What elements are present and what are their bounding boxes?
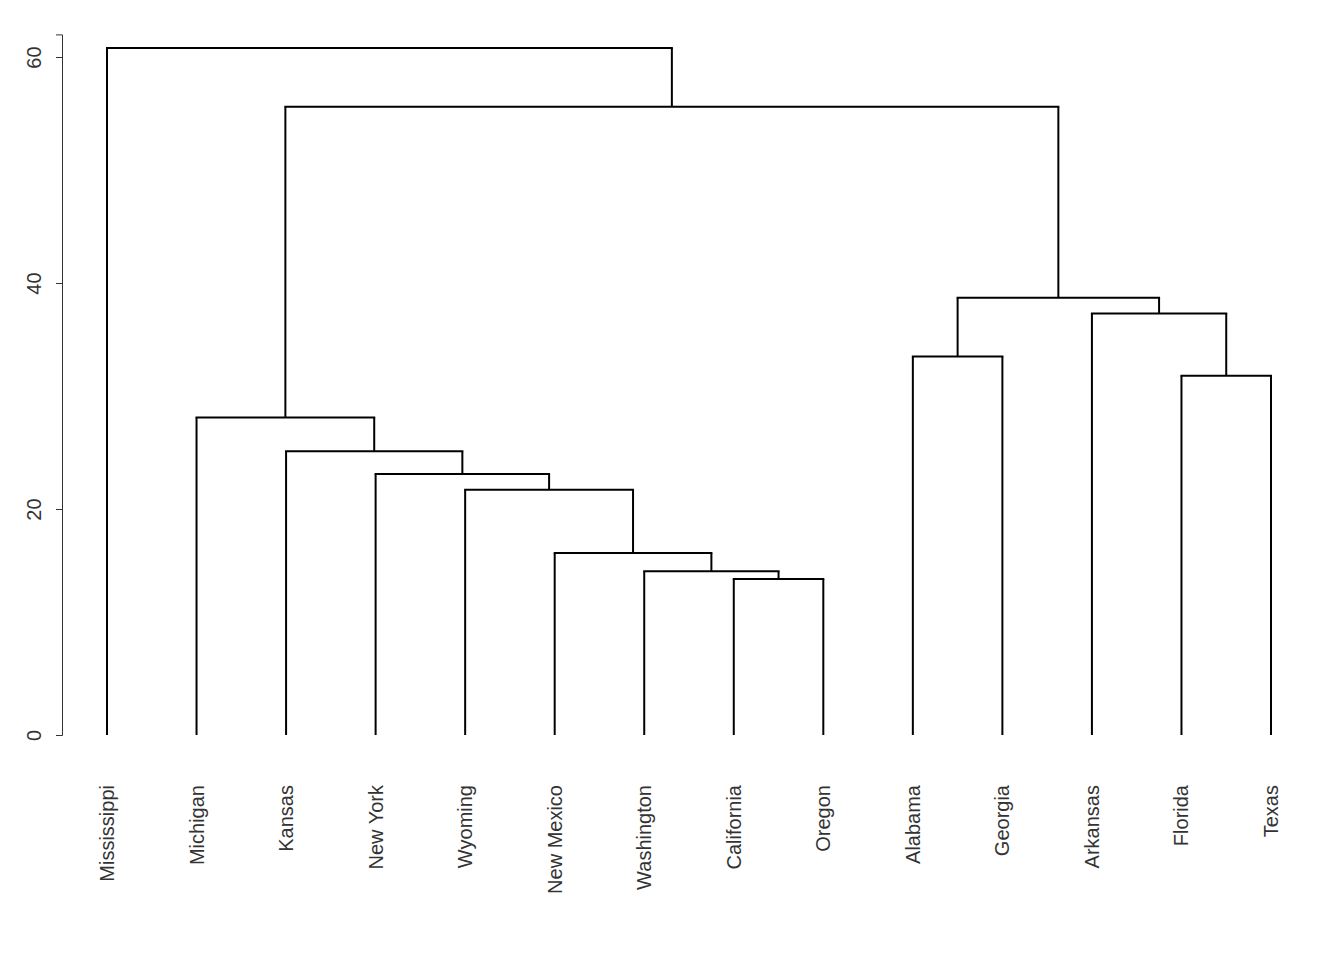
dendrogram-branch xyxy=(643,571,645,735)
y-tick-label: 40 xyxy=(23,272,45,294)
y-axis-line xyxy=(56,35,63,736)
dendrogram-branch xyxy=(671,48,673,107)
dendrogram-branch xyxy=(461,451,463,474)
dendrogram-branch xyxy=(1001,356,1003,735)
dendrogram-branch xyxy=(373,417,375,451)
leaf-label: Oregon xyxy=(812,785,834,852)
chart: Mississippi Michigan Kansas New York Wyoming… xyxy=(0,0,1344,960)
leaf-label: Florida xyxy=(1170,784,1192,846)
dendrogram-branch xyxy=(106,48,108,735)
leaf-label: New Mexico xyxy=(544,785,566,894)
leaf-label: Michigan xyxy=(186,785,208,865)
dendrogram-links xyxy=(107,48,1271,735)
leaf-label: Georgia xyxy=(991,784,1013,856)
y-tick-label: 0 xyxy=(23,730,45,741)
y-tick: 60 xyxy=(23,46,62,68)
leaf-label: California xyxy=(723,784,745,869)
y-tick-mark xyxy=(56,283,62,284)
y-tick: 0 xyxy=(23,730,62,741)
dendrogram-branch xyxy=(822,579,824,735)
y-tick-mark xyxy=(56,509,62,510)
dendrogram-branch xyxy=(196,417,198,735)
dendrogram-branch xyxy=(710,553,712,571)
dendrogram-merge xyxy=(107,47,672,49)
dendrogram-branch xyxy=(464,490,466,735)
leaf-label: Mississippi xyxy=(96,785,118,882)
dendrogram-branch xyxy=(1225,314,1227,376)
y-axis: 0 20 40 60 xyxy=(23,35,63,741)
leaf-labels: Mississippi Michigan Kansas New York Wyoming… xyxy=(96,784,1282,894)
dendrogram-branch xyxy=(554,553,556,735)
leaf-label: New York xyxy=(365,784,387,869)
y-tick-label: 20 xyxy=(23,498,45,520)
y-tick-label: 60 xyxy=(23,46,45,68)
leaf-label: Washington xyxy=(633,785,655,890)
dendrogram-branch xyxy=(284,107,286,418)
leaf-label: Alabama xyxy=(902,784,924,864)
dendrogram-branch xyxy=(912,356,914,735)
dendrogram-branch xyxy=(548,474,550,490)
dendrogram-branch xyxy=(632,490,634,553)
dendrogram-branch xyxy=(1180,376,1182,735)
leaf-label: Texas xyxy=(1260,785,1282,837)
y-tick: 20 xyxy=(23,498,62,520)
dendrogram-branch xyxy=(1091,314,1093,735)
leaf-label: Wyoming xyxy=(454,785,476,868)
y-tick-mark xyxy=(56,57,62,58)
dendrogram-branch xyxy=(1270,376,1272,735)
leaf-label: Arkansas xyxy=(1081,785,1103,868)
dendrogram-branch xyxy=(1158,298,1160,314)
dendrogram-branch xyxy=(375,474,377,735)
dendrogram-branch xyxy=(957,298,959,357)
dendrogram-branch xyxy=(733,579,735,735)
dendrogram-branch xyxy=(778,571,780,579)
dendrogram-branch xyxy=(285,451,287,735)
y-tick-mark xyxy=(56,735,62,736)
leaf-label: Kansas xyxy=(275,785,297,852)
dendrogram-branch xyxy=(1057,107,1059,298)
y-tick: 40 xyxy=(23,272,62,294)
